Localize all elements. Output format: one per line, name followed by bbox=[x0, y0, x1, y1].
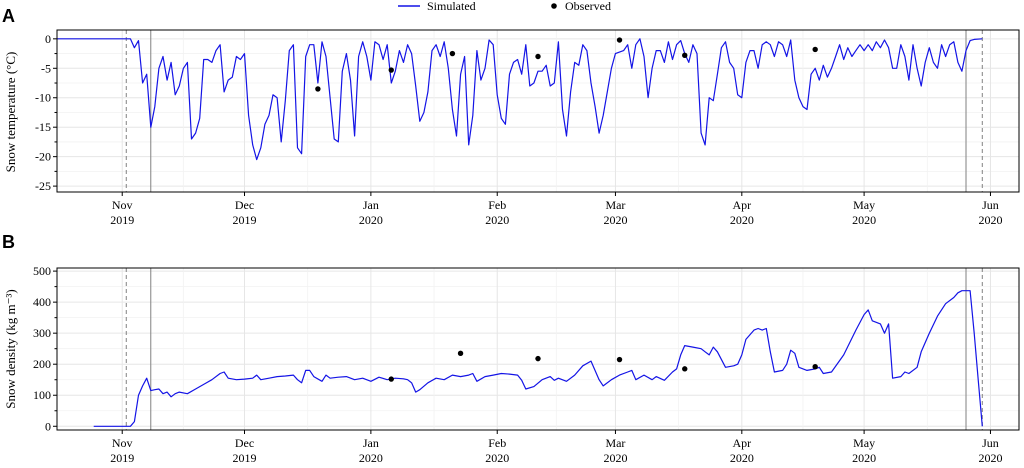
panel-b-xtick-year-0: 2019 bbox=[110, 451, 134, 465]
panel-a-observed-point-1 bbox=[388, 67, 394, 73]
panel-b-observed-point-2 bbox=[535, 355, 541, 362]
panel-a-ytick-label-0: 0 bbox=[45, 32, 51, 46]
panel-b-xtick-month-5: Apr bbox=[732, 436, 751, 450]
legend-observed-label: Observed bbox=[565, 0, 611, 13]
panel-a-ylabel: Snow temperature (°C) bbox=[3, 52, 18, 173]
panel-b-xtick-year-3: 2020 bbox=[485, 451, 509, 465]
panel-a-xtick-month-0: Nov bbox=[112, 198, 133, 212]
panel-b-xtick-month-1: Dec bbox=[235, 436, 254, 450]
panel-b-xtick-month-4: Mar bbox=[605, 436, 625, 450]
panel-b-observed-point-0 bbox=[388, 376, 394, 382]
panel-a-frame bbox=[56, 29, 1020, 193]
panel-b-ylabel: Snow density (kg m⁻³) bbox=[3, 289, 18, 408]
panel-a-xtick-month-1: Dec bbox=[235, 198, 254, 212]
legend: Simulated Observed bbox=[398, 0, 611, 13]
panel-b-ytick-label-4: 400 bbox=[33, 295, 51, 309]
panel-a-ytick-label-3: -15 bbox=[35, 120, 51, 134]
panel-a-observed-point-6 bbox=[812, 46, 818, 53]
panel-b-ytick-label-5: 500 bbox=[33, 264, 51, 278]
panel-b-simulated-line bbox=[93, 290, 983, 427]
panel-b-observed-point-4 bbox=[682, 366, 688, 372]
panel-a-xtick-month-6: May bbox=[853, 198, 875, 212]
panel-a-ytick-label-4: -20 bbox=[35, 150, 51, 164]
panel-b-x-axis: Nov2019Dec2019Jan2020Feb2020Mar2020Apr20… bbox=[110, 430, 1002, 465]
panel-a-ytick-label-5: -25 bbox=[35, 179, 51, 193]
panel-a-xtick-year-4: 2020 bbox=[603, 213, 627, 227]
panel-b-xtick-year-2: 2020 bbox=[359, 451, 383, 465]
panel-a-y-axis: 0 -5 -10 -15 -20 -25 bbox=[35, 32, 57, 193]
panel-a-xtick-month-4: Mar bbox=[605, 198, 625, 212]
panel-b-xtick-year-1: 2019 bbox=[233, 451, 257, 465]
legend-simulated-label: Simulated bbox=[427, 0, 476, 13]
panel-b-ytick-label-3: 300 bbox=[33, 326, 51, 340]
panel-a-observed-point-4 bbox=[616, 37, 623, 43]
panel-b-xtick-month-2: Jan bbox=[363, 436, 379, 450]
panel-b-observed-points bbox=[388, 350, 818, 382]
panel-a-vlines bbox=[125, 30, 983, 192]
panel-b-y-axis: 0 100 200 300 400 500 bbox=[33, 264, 57, 433]
panel-b-xtick-month-3: Feb bbox=[488, 436, 506, 450]
panel-a-observed-points bbox=[315, 37, 818, 92]
panel-a-ytick-label-2: -10 bbox=[35, 91, 51, 105]
panel-a-x-axis: Nov2019Dec2019Jan2020Feb2020Mar2020Apr20… bbox=[110, 192, 1002, 227]
panel-b-xtick-month-0: Nov bbox=[112, 436, 133, 450]
panel-b-letter: B bbox=[2, 232, 15, 252]
panel-b-xtick-year-6: 2020 bbox=[852, 451, 876, 465]
panel-b-ytick-label-1: 100 bbox=[33, 388, 51, 402]
panel-a-observed-point-3 bbox=[535, 53, 541, 60]
panel-a-simulated-line bbox=[57, 38, 983, 161]
panel-a-xtick-year-5: 2020 bbox=[730, 213, 754, 227]
panel-a-xtick-year-0: 2019 bbox=[110, 213, 134, 227]
panel-a: A Snow temperature (°C) 0-5-10-15-20-25 … bbox=[2, 6, 1020, 227]
panel-b-observed-point-3 bbox=[616, 356, 623, 363]
panel-a-xtick-month-7: Jun bbox=[982, 198, 999, 212]
legend-observed-swatch bbox=[551, 3, 557, 9]
panel-b-observed-point-1 bbox=[457, 350, 464, 357]
panel-a-xtick-month-2: Jan bbox=[363, 198, 379, 212]
panel-b-xtick-year-5: 2020 bbox=[730, 451, 754, 465]
panel-a-xtick-year-1: 2019 bbox=[233, 213, 257, 227]
panel-b-xtick-year-7: 2020 bbox=[978, 451, 1002, 465]
panel-a-observed-point-5 bbox=[682, 52, 688, 59]
panel-b-xtick-month-7: Jun bbox=[982, 436, 999, 450]
panel-b-ytick-label-0: 0 bbox=[45, 419, 51, 433]
panel-b-xtick-month-6: May bbox=[853, 436, 875, 450]
panel-b-ytick-label-2: 200 bbox=[33, 357, 51, 371]
panel-a-xtick-month-5: Apr bbox=[732, 198, 751, 212]
panel-b-xtick-year-4: 2020 bbox=[603, 451, 627, 465]
panel-b: B Snow density (kg m⁻³) 0 100 200 300 400 500… bbox=[2, 232, 1020, 465]
panel-a-xtick-year-3: 2020 bbox=[485, 213, 509, 227]
panel-a-xtick-year-7: 2020 bbox=[978, 213, 1002, 227]
panel-a-xtick-year-6: 2020 bbox=[852, 213, 876, 227]
panel-a-observed-point-2 bbox=[449, 50, 456, 57]
panel-a-ytick-label-1: -5 bbox=[41, 61, 51, 75]
panel-a-xtick-month-3: Feb bbox=[488, 198, 506, 212]
panel-b-grid bbox=[57, 268, 1019, 430]
panel-a-grid bbox=[57, 30, 1019, 192]
panel-a-xtick-year-2: 2020 bbox=[359, 213, 383, 227]
panel-a-letter: A bbox=[2, 6, 15, 26]
panel-a-observed-point-0 bbox=[315, 86, 321, 92]
panel-b-observed-point-5 bbox=[812, 363, 818, 370]
panel-b-vlines bbox=[125, 268, 983, 430]
